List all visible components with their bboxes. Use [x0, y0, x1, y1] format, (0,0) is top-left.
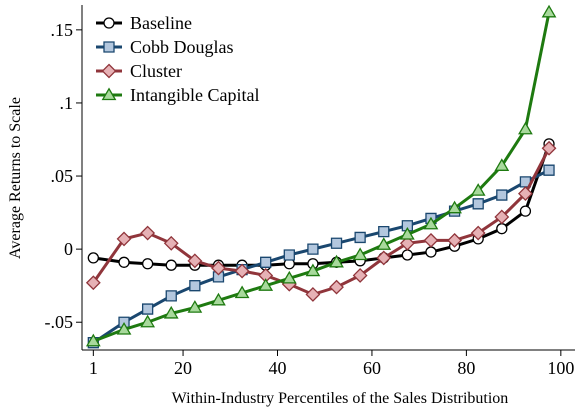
legend-marker [101, 63, 117, 79]
data-point [329, 254, 344, 268]
data-point [541, 4, 557, 18]
x-axis-title: Within-Industry Percentiles of the Sales… [172, 390, 509, 407]
data-point [189, 280, 201, 292]
data-point [494, 209, 510, 225]
legend-marker [103, 41, 115, 53]
data-point [423, 216, 439, 230]
data-point [447, 232, 463, 248]
data-point [85, 275, 101, 291]
data-point [496, 223, 508, 235]
data-point [163, 235, 179, 251]
data-point [118, 256, 130, 268]
data-point [283, 249, 295, 261]
data-point [165, 290, 177, 302]
x-tick-label: 100 [547, 358, 574, 378]
data-point [519, 205, 532, 217]
data-point [165, 259, 177, 271]
data-point [116, 321, 132, 335]
legend-label: Cluster [130, 61, 182, 81]
y-tick-label: .1 [60, 93, 74, 113]
x-tick-label: 60 [363, 358, 381, 378]
data-point [260, 256, 272, 268]
data-point [307, 243, 319, 255]
data-point [447, 200, 462, 214]
data-point [470, 183, 486, 196]
data-point [352, 247, 368, 261]
data-point [141, 303, 154, 315]
y-axis-title: Average Returns to Scale [7, 97, 24, 259]
y-tick-label: .15 [51, 20, 74, 40]
data-point [211, 260, 226, 276]
data-point [378, 225, 390, 238]
data-point [234, 285, 250, 299]
data-point [234, 263, 250, 279]
data-point [140, 225, 156, 241]
data-point [425, 246, 437, 258]
data-point [85, 333, 101, 347]
data-point [401, 249, 414, 261]
x-tick-label: 80 [457, 358, 475, 378]
data-point [541, 140, 557, 156]
data-point [329, 279, 344, 295]
data-point [496, 189, 508, 201]
data-point [305, 263, 321, 277]
data-point [352, 268, 368, 283]
legend-label: Baseline [130, 13, 192, 33]
data-point [141, 258, 154, 270]
data-point [163, 305, 179, 319]
data-point [472, 198, 484, 210]
data-point [211, 292, 226, 306]
data-point [305, 287, 321, 302]
legend-label: Intangible Capital [130, 85, 259, 105]
data-point [116, 231, 132, 247]
data-point [140, 314, 156, 328]
data-point [518, 121, 533, 135]
data-point [517, 186, 533, 201]
data-point [87, 252, 99, 264]
y-tick-label: -.05 [45, 312, 74, 332]
data-point [187, 300, 203, 313]
data-point [354, 231, 366, 244]
data-point [376, 250, 392, 266]
data-point [543, 164, 555, 176]
data-point [423, 232, 439, 248]
data-point [494, 158, 510, 171]
legend-label: Cobb Douglas [130, 37, 234, 57]
data-point [187, 253, 203, 269]
x-tick-label: 20 [174, 358, 192, 378]
y-tick-label: 0 [64, 239, 73, 259]
y-tick-label: .05 [51, 166, 74, 186]
legend-marker [101, 87, 117, 101]
x-tick-label: 40 [269, 358, 287, 378]
data-point [258, 278, 274, 291]
data-point [399, 226, 415, 240]
legend-marker [103, 17, 115, 29]
data-point [399, 235, 415, 251]
data-point [470, 225, 486, 241]
data-point [376, 237, 392, 250]
data-point [330, 237, 343, 249]
x-tick-label: 1 [89, 358, 98, 378]
data-point [281, 270, 297, 284]
